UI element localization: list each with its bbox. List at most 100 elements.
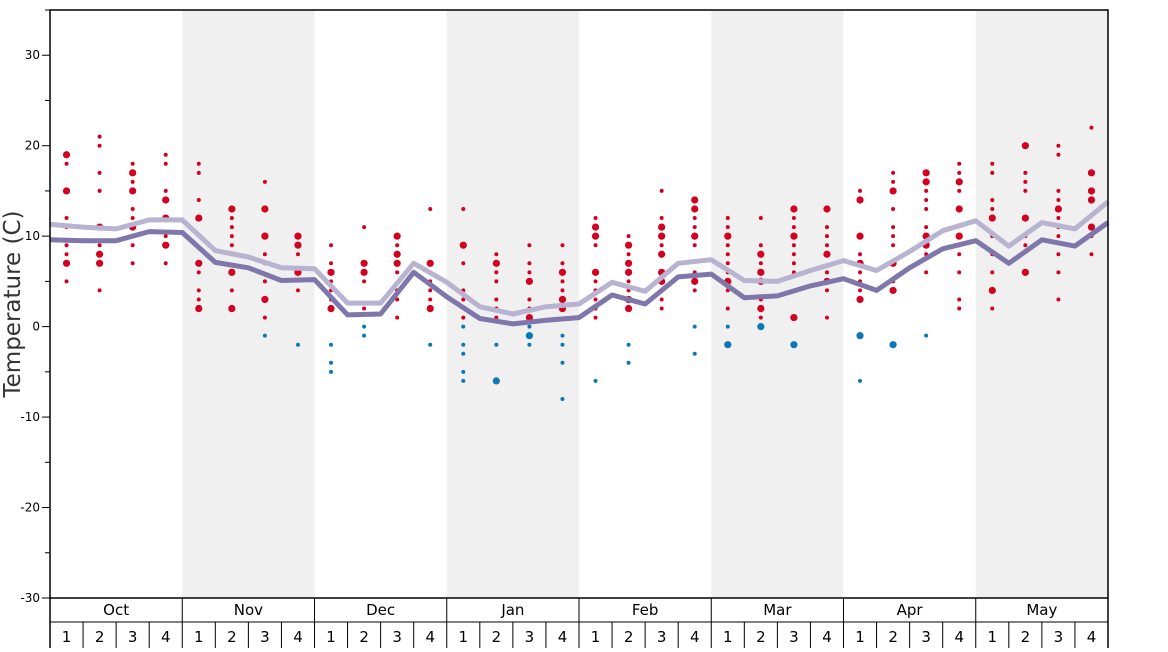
- temperature-dot: [1021, 142, 1029, 150]
- temperature-dot: [725, 306, 730, 311]
- temperature-dot: [163, 152, 168, 157]
- temperature-dot: [97, 188, 102, 193]
- temperature-dot: [494, 342, 499, 347]
- temperature-dot: [691, 205, 699, 213]
- temperature-dot: [527, 324, 532, 329]
- y-axis: 30 20 10 0 -10 -20 -30: [20, 9, 50, 605]
- temperature-dot: [461, 324, 466, 329]
- temperature-dot: [494, 279, 499, 284]
- temperature-dot: [362, 225, 367, 230]
- temperature-dot: [130, 261, 135, 266]
- temperature-dot: [261, 295, 269, 304]
- temperature-dot: [758, 315, 763, 320]
- temperature-dot: [329, 243, 334, 248]
- temperature-dot: [1023, 170, 1028, 175]
- temperature-dot: [691, 232, 699, 240]
- week-label: 4: [161, 628, 171, 646]
- temperature-dot: [924, 207, 929, 212]
- month-label: Feb: [632, 601, 659, 619]
- week-label: 4: [425, 628, 435, 646]
- temperature-dot: [162, 241, 170, 249]
- temperature-dot: [790, 313, 798, 322]
- temperature-dot: [758, 216, 763, 221]
- week-label: 2: [888, 628, 898, 646]
- temperature-dot: [1056, 297, 1061, 302]
- temperature-dot: [924, 197, 929, 202]
- temperature-dot: [957, 161, 962, 166]
- temperature-dot: [64, 243, 69, 248]
- temperature-dot: [130, 179, 135, 184]
- temperature-dot: [428, 288, 433, 293]
- temperature-dot: [856, 332, 864, 340]
- temperature-dot: [591, 268, 600, 276]
- temperature-dot: [426, 259, 434, 267]
- temperature-dot: [525, 332, 534, 340]
- temperature-dot: [1056, 152, 1061, 157]
- temperature-dot: [1021, 268, 1029, 276]
- temperature-dot: [229, 216, 234, 221]
- temperature-dot: [924, 188, 929, 193]
- week-label: 2: [756, 628, 766, 646]
- temperature-dot: [891, 170, 896, 175]
- temperature-dot: [64, 161, 69, 166]
- temperature-dot: [891, 179, 896, 184]
- temperature-dot: [725, 324, 730, 329]
- temperature-dot: [1056, 270, 1061, 275]
- month-band-nov: [182, 10, 315, 598]
- week-label: 2: [624, 628, 634, 646]
- temperature-dot: [494, 270, 499, 275]
- week-label: 1: [855, 628, 865, 646]
- temperature-dot: [691, 277, 699, 285]
- temperature-dot: [428, 342, 433, 347]
- temperature-dot: [757, 323, 765, 331]
- temperature-dot: [891, 207, 896, 212]
- temperature-dot: [824, 225, 829, 230]
- month-band-may: [975, 10, 1108, 598]
- week-label: 1: [459, 628, 469, 646]
- week-label: 2: [359, 628, 369, 646]
- temperature-dot: [858, 270, 863, 275]
- week-label: 4: [293, 628, 303, 646]
- week-label: 3: [789, 628, 799, 646]
- temperature-dot: [461, 297, 466, 302]
- temperature-dot: [593, 216, 598, 221]
- temperature-dot: [229, 288, 234, 293]
- temperature-dot: [1056, 143, 1061, 148]
- temperature-dot: [957, 297, 962, 302]
- temperature-dot: [659, 243, 664, 248]
- temperature-dot: [492, 377, 500, 385]
- temperature-dot: [957, 252, 962, 257]
- temperature-dot: [624, 268, 633, 276]
- temperature-dot: [824, 270, 829, 275]
- temperature-dot: [957, 270, 962, 275]
- temperature-dot: [1056, 252, 1061, 257]
- temperature-dot: [329, 342, 334, 347]
- temperature-dot: [593, 243, 598, 248]
- week-label: 3: [392, 628, 402, 646]
- temperature-dot: [790, 232, 798, 240]
- temperature-dot: [858, 378, 863, 383]
- temperature-dot: [955, 232, 963, 240]
- week-label: 1: [326, 628, 336, 646]
- temperature-dot: [692, 243, 697, 248]
- temperature-dot: [461, 351, 466, 356]
- temperature-dot: [461, 378, 466, 383]
- temperature-dot: [527, 243, 532, 248]
- temperature-dot: [64, 279, 69, 284]
- temperature-dot: [262, 279, 267, 284]
- temperature-dot: [229, 243, 234, 248]
- temperature-dot: [957, 170, 962, 175]
- temperature-dot: [527, 297, 532, 302]
- temperature-dot: [262, 315, 267, 320]
- temperature-dot: [626, 279, 631, 284]
- temperature-dot: [97, 243, 102, 248]
- temperature-dot: [130, 243, 135, 248]
- week-label: 3: [525, 628, 535, 646]
- temperature-dot: [791, 252, 796, 257]
- temperature-dot: [196, 288, 201, 293]
- temperature-dot: [261, 232, 269, 240]
- temperature-dot: [758, 261, 763, 266]
- daily-dots: [62, 125, 1096, 401]
- month-label: Dec: [366, 601, 395, 619]
- temperature-dot: [659, 188, 664, 193]
